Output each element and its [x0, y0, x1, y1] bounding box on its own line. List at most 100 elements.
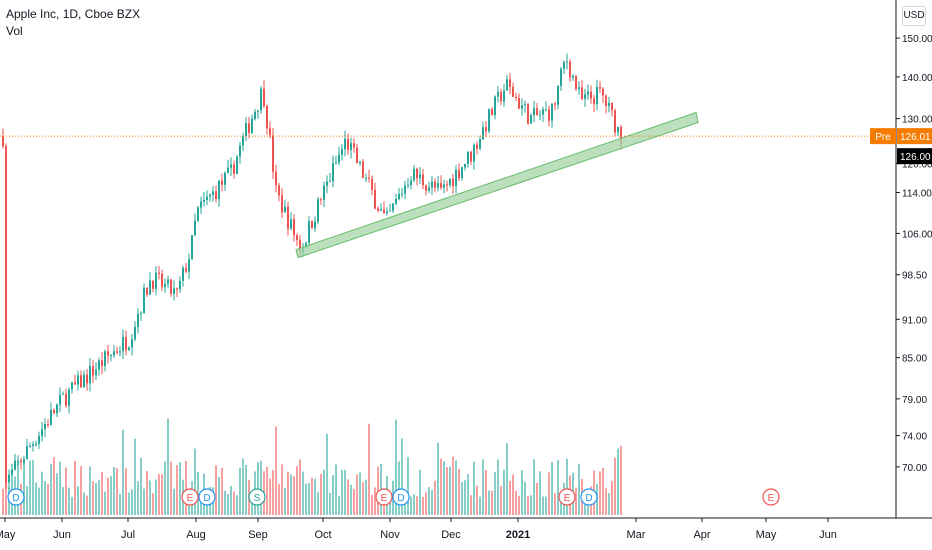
candle-body	[455, 169, 457, 187]
candle-body	[446, 184, 448, 186]
volume-bar	[449, 466, 451, 515]
volume-indicator-label[interactable]: Vol	[6, 24, 23, 38]
volume-bar	[503, 469, 505, 515]
dividend-event-marker[interactable]: D	[198, 488, 216, 506]
volume-bar	[599, 471, 601, 515]
candle-body	[608, 102, 610, 107]
candle-body	[56, 404, 58, 414]
volume-bar	[326, 433, 328, 515]
candle-body	[377, 208, 379, 211]
volume-bar	[275, 426, 277, 515]
volume-bar	[2, 488, 4, 515]
volume-bar	[194, 448, 196, 515]
candle-body	[176, 288, 178, 290]
volume-bar	[137, 481, 139, 515]
volume-bar	[122, 429, 124, 515]
candle-body	[206, 196, 208, 201]
candle-body	[299, 240, 301, 253]
volume-bar	[533, 459, 535, 515]
time-tick-label: Nov	[380, 529, 400, 541]
volume-bar	[407, 457, 409, 515]
volume-bar	[251, 494, 253, 515]
symbol-title[interactable]: Apple Inc, 1D, Cboe BZX	[6, 7, 141, 21]
candle-body	[227, 167, 229, 173]
event-circle	[7, 488, 25, 506]
volume-bar	[488, 490, 490, 515]
volume-bar	[425, 492, 427, 515]
candle-body	[128, 347, 130, 351]
candle-body	[32, 444, 34, 446]
volume-bar	[398, 461, 400, 515]
volume-bar	[65, 467, 67, 515]
time-tick-label: Sep	[248, 529, 268, 541]
price-tick-label: 79.00	[902, 395, 927, 406]
candle-body	[392, 203, 394, 211]
volume-bar	[491, 490, 493, 515]
candle-body	[419, 174, 421, 179]
candle-body	[404, 185, 406, 194]
volume-bar	[98, 480, 100, 515]
candle-body	[383, 209, 385, 214]
candle-body	[236, 156, 238, 174]
dividend-event-marker[interactable]: D	[392, 488, 410, 506]
candle-body	[272, 135, 274, 172]
event-circle	[392, 488, 410, 506]
volume-bar	[338, 495, 340, 515]
candle-body	[533, 108, 535, 116]
volume-bar	[233, 491, 235, 515]
volume-bar	[314, 478, 316, 515]
volume-bar	[362, 482, 364, 515]
price-axis[interactable]: 150.00 140.00 130.00 120.00 114.00 106.00 98.5…	[896, 34, 932, 474]
split-event-marker[interactable]: S	[248, 488, 266, 506]
candle-body	[281, 195, 283, 213]
price-label-box	[897, 128, 932, 145]
candle-body	[161, 273, 163, 287]
candle-body	[125, 337, 127, 351]
candle-body	[101, 360, 103, 366]
price-tick-label: 150.00	[902, 34, 932, 45]
volume-bar	[38, 487, 40, 515]
candle-body	[338, 154, 340, 163]
volume-bar	[428, 487, 430, 515]
candle-body	[518, 97, 520, 109]
volume-bar	[41, 471, 43, 515]
candle-body	[86, 374, 88, 384]
earnings-event-marker[interactable]: E	[181, 488, 199, 506]
price-tick-label: 106.00	[902, 229, 932, 240]
volume-bar	[161, 474, 163, 515]
volume-bar	[494, 471, 496, 515]
candle-body	[2, 136, 4, 147]
candle-body	[386, 211, 388, 214]
candle-body	[572, 75, 574, 78]
volume-bar	[230, 485, 232, 515]
volume-bar	[110, 476, 112, 515]
candle-body	[575, 75, 577, 90]
candle-body	[92, 366, 94, 376]
candle-body	[311, 221, 313, 229]
earnings-event-marker[interactable]: E	[375, 488, 393, 506]
earnings-event-marker[interactable]: E	[558, 488, 576, 506]
trendline-channel[interactable]	[295, 111, 699, 259]
candle-body	[413, 168, 415, 181]
candle-body	[245, 123, 247, 137]
price-tick-label: 114.00	[902, 188, 932, 199]
volume-bar	[95, 482, 97, 515]
time-axis[interactable]: May Jun Jul Aug Sep Oct Nov Dec 2021 Mar Apr May Jun	[0, 518, 837, 541]
volume-bar	[221, 467, 223, 515]
currency-button[interactable]: USD	[902, 6, 926, 26]
volume-bar	[617, 448, 619, 515]
dividend-event-marker[interactable]: D	[7, 488, 25, 506]
earnings-event-marker[interactable]: E	[762, 488, 780, 506]
candle-body	[131, 339, 133, 348]
candle-body	[506, 79, 508, 91]
dividend-event-marker[interactable]: D	[580, 488, 598, 506]
volume-bar	[608, 493, 610, 515]
price-tick-label: 130.00	[902, 115, 932, 126]
candle-body	[14, 460, 16, 470]
candle-body	[599, 86, 601, 89]
candle-body	[44, 424, 46, 430]
candle-body	[347, 138, 349, 151]
candle-body	[536, 108, 538, 116]
